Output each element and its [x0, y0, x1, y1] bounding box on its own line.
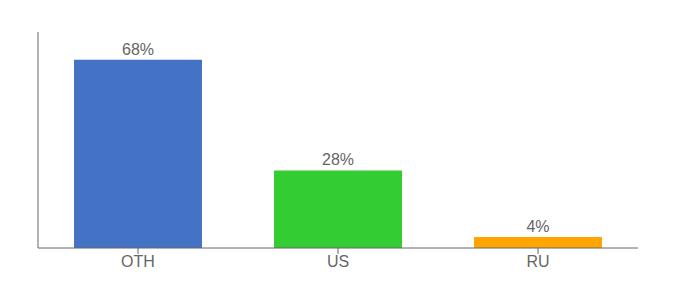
svg-text:OTH: OTH: [121, 253, 155, 270]
svg-text:4%: 4%: [526, 218, 549, 235]
svg-text:68%: 68%: [122, 41, 154, 58]
svg-text:RU: RU: [526, 253, 549, 270]
svg-text:28%: 28%: [322, 151, 354, 168]
svg-text:US: US: [327, 253, 349, 270]
